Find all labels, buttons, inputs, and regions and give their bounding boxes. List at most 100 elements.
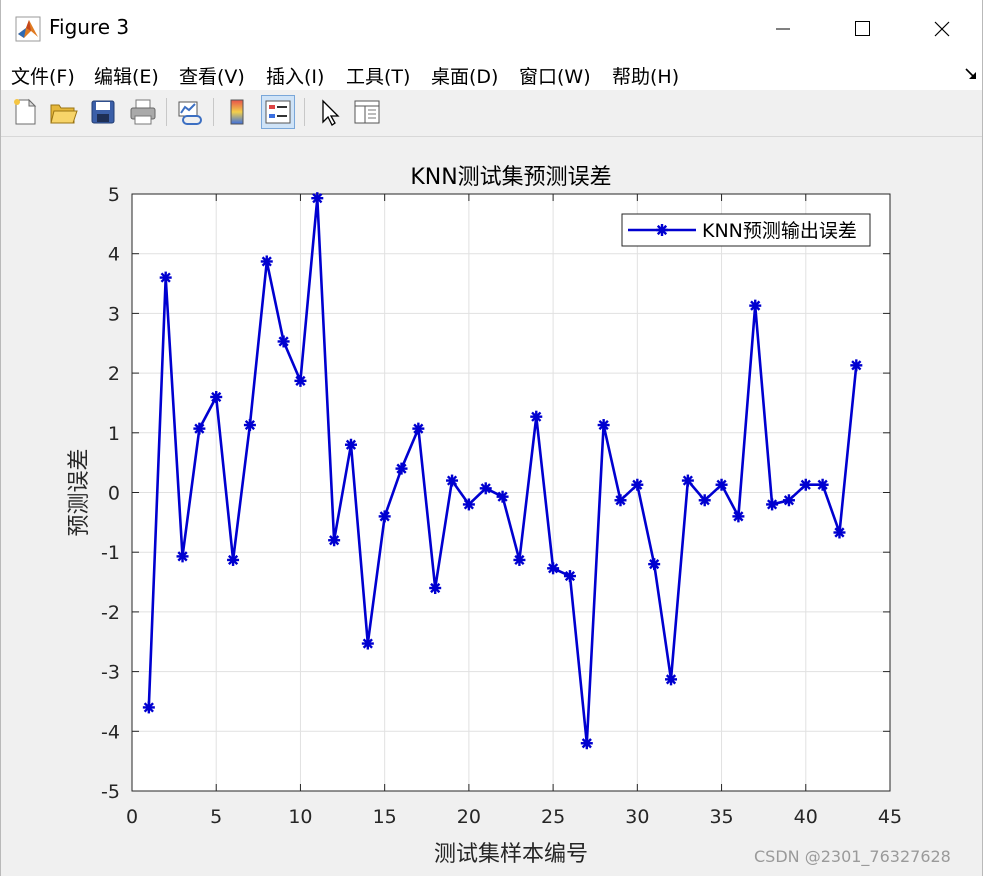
y-tick-label: -3 [101,662,120,684]
x-tick-label: 30 [625,806,649,828]
data-point-marker [665,673,678,686]
data-point-marker [328,534,341,547]
data-point-marker [816,478,829,491]
title-bar[interactable]: Figure 3 [1,0,982,58]
menu-window[interactable]: 窗口(W) [519,66,591,88]
property-inspector-icon[interactable] [351,96,383,128]
matlab-logo-icon [15,16,41,42]
y-tick-label: 5 [108,184,120,206]
x-tick-label: 35 [709,806,733,828]
y-tick-label: -4 [101,721,120,743]
y-tick-label: 4 [108,244,120,266]
data-point-marker [210,390,223,403]
y-tick-label: -2 [101,602,120,624]
data-point-marker [176,550,189,563]
data-point-marker [496,490,509,503]
data-point-marker [698,494,711,507]
watermark: CSDN @2301_76327628 [754,847,951,866]
minimize-button[interactable] [762,8,808,48]
menu-desktop[interactable]: 桌面(D) [431,66,499,88]
figure-toolbar [1,90,982,137]
data-point-marker [294,374,307,387]
x-tick-label: 25 [541,806,565,828]
data-point-marker [766,498,779,511]
dock-arrow-icon[interactable] [963,66,979,82]
legend-star [656,224,668,236]
data-point-marker [782,494,795,507]
close-button[interactable] [919,8,965,48]
menu-edit[interactable]: 编辑(E) [94,66,159,88]
data-point-marker [749,299,762,312]
y-tick-label: -5 [101,781,120,803]
new-figure-icon[interactable] [9,96,41,128]
window-title: Figure 3 [49,15,130,39]
figure-canvas: 0 5 10 15 20 25 30 35 40 45 -5 -4 -3 -2 -1 0 1 2 3 4 5 KNN测试… [4,137,980,874]
data-point-marker [227,553,240,566]
data-point-marker [243,419,256,432]
data-point-marker [530,410,543,423]
menu-view[interactable]: 查看(V) [179,66,245,88]
data-point-marker [142,701,155,714]
data-point-marker [850,359,863,372]
data-point-marker [412,422,425,435]
link-plot-icon[interactable] [173,96,205,128]
menu-tools[interactable]: 工具(T) [346,66,411,88]
y-tick-label: 3 [108,303,120,325]
data-point-marker [395,462,408,475]
data-point-marker [429,582,442,595]
series-markers [142,192,863,750]
data-point-marker [614,494,627,507]
x-tick-label: 5 [210,806,222,828]
menu-insert[interactable]: 插入(I) [266,66,325,88]
data-point-marker [513,553,526,566]
x-tick-label: 45 [878,806,902,828]
data-point-marker [648,558,661,571]
legend[interactable]: KNN预测输出误差 [621,213,871,247]
y-tick-label: 2 [108,363,120,385]
data-point-marker [681,474,694,487]
y-axis-title: 预测误差 [67,448,92,536]
y-tick-label: -1 [101,542,120,564]
data-point-marker [361,637,374,650]
data-point-marker [260,255,273,268]
data-point-marker [631,478,644,491]
x-tick-label: 15 [373,806,397,828]
x-tick-label: 20 [457,806,481,828]
x-tick-label: 40 [794,806,818,828]
data-point-marker [597,419,610,432]
colorbar-icon[interactable] [221,96,253,128]
data-point-marker [378,510,391,523]
legend-label: KNN预测输出误差 [702,220,857,242]
x-tick-label: 0 [126,806,138,828]
y-tick-label: 0 [108,483,120,505]
data-point-marker [547,562,560,575]
menu-help[interactable]: 帮助(H) [612,66,680,88]
menu-file[interactable]: 文件(F) [11,66,75,88]
save-icon[interactable] [87,96,119,128]
data-point-marker [311,192,324,205]
grid-lines [132,194,890,791]
data-point-marker [799,478,812,491]
data-point-marker [715,478,728,491]
edit-plot-arrow-icon[interactable] [313,96,345,128]
legend-marker [656,224,668,236]
x-tick-label: 10 [288,806,312,828]
legend-icon[interactable] [261,95,295,129]
data-point-marker [193,422,206,435]
open-file-icon[interactable] [47,96,79,128]
data-point-marker [446,474,459,487]
data-point-marker [277,335,290,348]
data-point-marker [344,438,357,451]
print-icon[interactable] [127,96,159,128]
menu-bar: 文件(F) 编辑(E) 查看(V) 插入(I) 工具(T) 桌面(D) 窗口(W… [1,58,982,90]
y-tick-label: 1 [108,423,120,445]
data-point-marker [159,271,172,284]
data-point-marker [479,482,492,495]
maximize-button[interactable] [839,8,885,48]
data-point-marker [563,570,576,583]
data-point-marker [833,526,846,539]
data-point-marker [580,737,593,750]
